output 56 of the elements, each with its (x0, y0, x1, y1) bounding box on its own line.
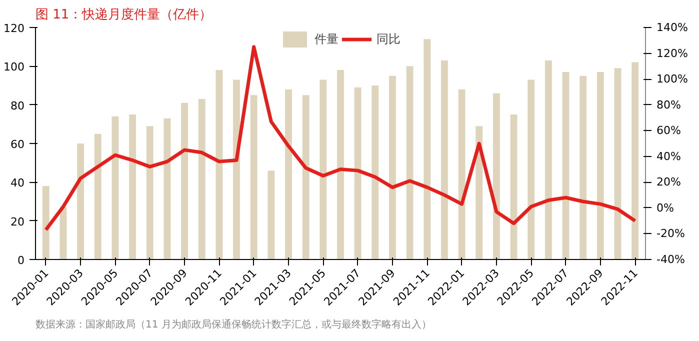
y2-tick-label: 0% (656, 201, 674, 214)
y-tick-label: 120 (4, 22, 25, 35)
bar (528, 80, 535, 260)
bar (146, 126, 154, 260)
bar (94, 134, 102, 260)
y2-tick-label: 140% (656, 21, 688, 34)
bar (112, 116, 119, 260)
bar (544, 60, 552, 260)
bar (337, 70, 344, 260)
y2-tick-label: -20% (656, 227, 685, 240)
bar (233, 80, 240, 260)
bar (320, 80, 327, 260)
y2-tick-label: -40% (656, 253, 685, 266)
bar (285, 89, 292, 260)
bar (406, 66, 414, 260)
legend-label: 件量 (314, 30, 338, 48)
bar (129, 114, 136, 260)
bar (164, 118, 171, 260)
y2-tick-label: 80% (656, 98, 681, 112)
bar (476, 126, 483, 260)
y-tick-label: 20 (10, 215, 25, 228)
y2-tick-label: 40% (656, 150, 681, 163)
bar (424, 39, 431, 260)
y-tick-label: 60 (10, 138, 25, 151)
bar (580, 76, 587, 260)
bar (372, 86, 379, 260)
chart-title: 图 11：快递月度件量（亿件） (36, 6, 212, 22)
bar (268, 170, 275, 260)
bar (302, 95, 310, 260)
bar (510, 114, 518, 260)
y2-tick-label: 60% (656, 124, 681, 138)
y-tick-label: 80 (10, 99, 25, 112)
bar (354, 87, 362, 260)
bar (493, 93, 500, 260)
bar (42, 186, 50, 260)
bar (250, 95, 258, 260)
bar (614, 68, 622, 260)
bar (216, 70, 223, 260)
legend-label: 同比 (376, 30, 400, 48)
bar (562, 72, 570, 260)
bar (181, 102, 188, 260)
bar (77, 144, 84, 260)
bar (389, 76, 396, 260)
bar (198, 99, 206, 260)
y-tick-label: 0 (18, 254, 24, 267)
source-note: 数据来源：国家邮政局（11 月为邮政局保通保畅统计数字汇总，或与最终数字略有出入） (36, 318, 432, 330)
y2-tick-label: 100% (656, 72, 688, 86)
bar (632, 62, 639, 260)
bar (458, 89, 466, 260)
y-tick-label: 40 (10, 176, 25, 190)
bar (441, 60, 448, 260)
bar (596, 72, 604, 260)
y2-tick-label: 20% (656, 176, 681, 189)
line-series (44, 45, 637, 232)
y-tick-label: 100 (4, 60, 25, 74)
y2-tick-label: 120% (656, 46, 688, 60)
